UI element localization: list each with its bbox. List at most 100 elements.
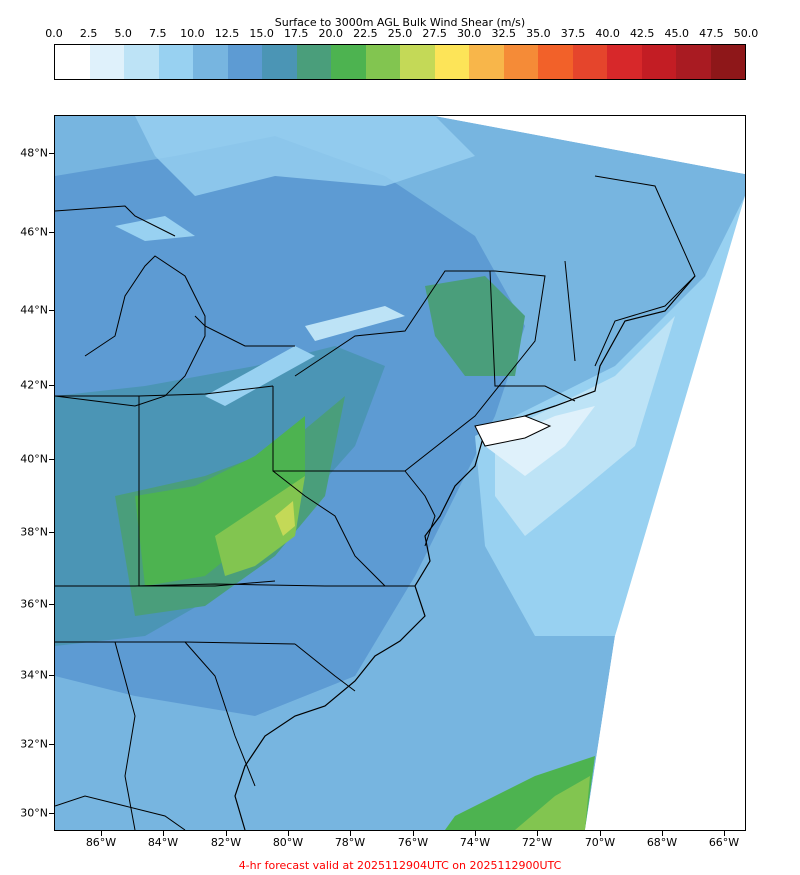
longitude-label: 78°W	[334, 836, 366, 849]
longitude-tick	[163, 831, 164, 836]
colorbar-segment	[503, 45, 538, 79]
latitude-tick	[49, 813, 54, 814]
latitude-label: 36°N	[20, 597, 48, 611]
colorbar-segment	[469, 45, 504, 79]
latitude-tick	[49, 675, 54, 676]
longitude-label: 66°W	[708, 836, 740, 849]
colorbar-segment	[296, 45, 331, 79]
field-region-ocean-lightest	[485, 406, 595, 476]
lake-ontario	[305, 306, 405, 341]
field-region-ne-green	[425, 276, 525, 376]
latitude-label: 32°N	[20, 737, 48, 751]
longitude-tick	[662, 831, 663, 836]
colorbar-tick-label: 50.0	[733, 27, 759, 40]
colorbar-segment	[158, 45, 193, 79]
colorbar-tick-label: 30.0	[456, 27, 482, 40]
field-region-north-light	[135, 116, 475, 196]
colorbar-tick-label: 5.0	[114, 27, 132, 40]
colorbar-segment	[89, 45, 124, 79]
colorbar-tick-label: 35.0	[526, 27, 551, 40]
latitude-label: 30°N	[20, 806, 48, 820]
latitude-label: 40°N	[20, 452, 48, 466]
latitude-label: 48°N	[20, 146, 48, 160]
latitude-tick	[49, 232, 54, 233]
colorbar-segment	[55, 45, 90, 79]
gulf-coast	[55, 795, 186, 830]
colorbar	[54, 44, 746, 80]
colorbar-tick-label: 27.5	[422, 27, 447, 40]
colorbar-tick-label: 47.5	[699, 27, 724, 40]
longitude-label: 76°W	[397, 836, 429, 849]
latitude-tick	[49, 532, 54, 533]
longitude-label: 70°W	[584, 836, 616, 849]
forecast-valid-caption: 4-hr forecast valid at 2025112904UTC on …	[238, 859, 562, 872]
longitude-label: 72°W	[521, 836, 553, 849]
colorbar-tick-label: 25.0	[387, 27, 413, 40]
longitude-tick	[101, 831, 102, 836]
field-region-25-27	[275, 501, 295, 536]
colorbar-tick-label: 10.0	[180, 27, 205, 40]
colorbar-segment	[227, 45, 262, 79]
field-region-sw-yellowgreen	[515, 776, 590, 830]
colorbar-segment	[193, 45, 228, 79]
latitude-label: 38°N	[20, 525, 48, 539]
colorbar-tick-labels: 0.0 2.5 5.0 7.5 10.0 12.5 15.0 17.5 20.0 22.5 25.0…	[0, 27, 800, 41]
longitude-tick	[226, 831, 227, 836]
colorbar-tick-label: 20.0	[318, 27, 344, 40]
colorbar-segment	[607, 45, 642, 79]
longitude-label: 74°W	[459, 836, 491, 849]
colorbar-segment	[710, 45, 745, 79]
colorbar-segment	[365, 45, 400, 79]
colorbar-tick-label: 45.0	[664, 27, 690, 40]
field-region-22-25	[215, 476, 305, 576]
colorbar-segment	[331, 45, 366, 79]
lake-superior	[115, 216, 195, 241]
colorbar-tick-label: 15.0	[249, 27, 274, 40]
colorbar-segment	[572, 45, 607, 79]
longitude-tick	[600, 831, 601, 836]
latitude-label: 34°N	[20, 668, 48, 682]
colorbar-segment	[676, 45, 711, 79]
longitude-tick	[288, 831, 289, 836]
long-island	[474, 415, 552, 447]
latitude-tick	[49, 153, 54, 154]
map-panel	[54, 115, 746, 831]
colorbar-tick-label: 37.5	[560, 27, 586, 40]
colorbar-tick-label: 17.5	[283, 27, 309, 40]
colorbar-segment	[538, 45, 573, 79]
colorbar-tick-label: 0.0	[45, 27, 63, 40]
longitude-label: 84°W	[147, 836, 179, 849]
latitude-label: 44°N	[20, 303, 48, 317]
longitude-tick	[413, 831, 414, 836]
outside-domain	[435, 116, 745, 830]
colorbar-segment	[124, 45, 159, 79]
coastline	[234, 275, 696, 830]
longitude-label: 82°W	[210, 836, 242, 849]
colorbar-tick-label: 32.5	[491, 27, 517, 40]
latitude-label: 42°N	[20, 378, 48, 392]
field-region-20-22	[135, 416, 305, 586]
longitude-tick	[475, 831, 476, 836]
latitude-tick	[49, 459, 54, 460]
colorbar-segment	[641, 45, 676, 79]
colorbar-tick-label: 42.5	[629, 27, 655, 40]
colorbar-segment	[262, 45, 297, 79]
colorbar-segment	[434, 45, 469, 79]
latitude-tick	[49, 604, 54, 605]
longitude-label: 80°W	[272, 836, 304, 849]
longitude-label: 86°W	[85, 836, 117, 849]
longitude-label: 68°W	[646, 836, 678, 849]
colorbar-tick-label: 12.5	[214, 27, 240, 40]
field-region-ocean-lighter	[495, 316, 675, 536]
longitude-tick	[350, 831, 351, 836]
colorbar-title: Surface to 3000m AGL Bulk Wind Shear (m/…	[274, 16, 526, 29]
colorbar-tick-label: 22.5	[353, 27, 378, 40]
colorbar-tick-label: 7.5	[149, 27, 167, 40]
latitude-tick	[49, 385, 54, 386]
latitude-label: 46°N	[20, 225, 48, 239]
longitude-tick	[724, 831, 725, 836]
state-borders	[55, 175, 696, 830]
colorbar-tick-label: 2.5	[79, 27, 98, 40]
longitude-tick	[537, 831, 538, 836]
colorbar-tick-label: 40.0	[595, 27, 620, 40]
